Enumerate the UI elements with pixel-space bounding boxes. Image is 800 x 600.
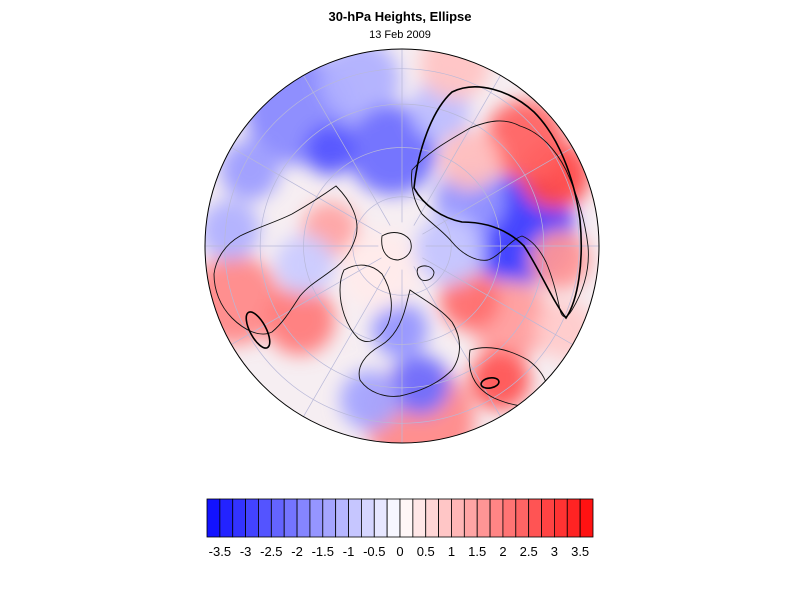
colorbar-box <box>554 498 568 538</box>
coastline-europe <box>358 289 460 397</box>
colorbar-box <box>335 498 349 538</box>
meridian-line <box>413 75 501 226</box>
colorbar-tick-label: -1 <box>343 544 355 559</box>
anomaly-region <box>485 100 565 180</box>
colorbar-boxes <box>206 498 594 538</box>
colorbar-box <box>528 498 542 538</box>
anomaly-region <box>340 370 400 430</box>
colorbar-box <box>438 498 452 538</box>
colorbar-box <box>219 498 234 538</box>
colorbar-box <box>322 498 337 538</box>
colorbar-tick-label: 2 <box>499 544 506 559</box>
anomaly-region <box>530 230 590 290</box>
meridian-line <box>303 75 391 226</box>
colorbar-box <box>373 498 388 538</box>
colorbar-tick-labels: -3.5 -3 -2.5 -2 -1.5 -1 -0.5 0 0.5 1 1.5 2 2.5 3 3.5 <box>209 544 590 559</box>
ellipse-southeast <box>480 377 500 389</box>
colorbar-box <box>296 498 311 538</box>
colorbar-box <box>206 498 221 538</box>
colorbar-tick-label: 3 <box>551 544 558 559</box>
colorbar-tick-label: 1.5 <box>468 544 486 559</box>
anomaly-region <box>205 200 260 260</box>
colorbar-tick-label: 0.5 <box>417 544 435 559</box>
colorbar-box <box>566 498 581 538</box>
anomaly-region <box>415 215 485 285</box>
colorbar-box <box>386 498 401 538</box>
coastline-north-america <box>213 185 358 335</box>
colorbar-tick-label: -1.5 <box>312 544 334 559</box>
colorbar-box <box>270 498 285 538</box>
colorbar-box <box>348 498 362 538</box>
chart-date: 13 Feb 2009 <box>369 29 431 41</box>
polar-map <box>204 48 600 444</box>
ellipse-main <box>413 86 583 320</box>
colorbar-box <box>515 498 530 538</box>
colorbar-box <box>502 498 517 538</box>
colorbar-tick-label: 1 <box>448 544 455 559</box>
colorbar-box <box>541 498 555 538</box>
ellipse-west <box>245 311 271 349</box>
colorbar-box <box>258 498 272 538</box>
colorbar-tick-label: -2.5 <box>260 544 282 559</box>
colorbar-box <box>232 498 247 538</box>
vortex-ellipses <box>245 86 583 389</box>
anomaly-region <box>420 49 490 100</box>
coastline-svalbard <box>416 265 435 281</box>
anomaly-region <box>440 130 500 190</box>
colorbar-tick-label: -3 <box>240 544 252 559</box>
coastlines <box>213 120 589 407</box>
anomaly-field <box>205 49 595 443</box>
colorbar-tick-label: -2 <box>291 544 303 559</box>
colorbar-box <box>451 498 465 538</box>
anomaly-region <box>265 285 335 355</box>
coastline-eurasia <box>411 120 589 318</box>
colorbar-box <box>489 498 504 538</box>
map-outline <box>204 48 600 444</box>
colorbar-box <box>309 498 324 538</box>
anomaly-region <box>390 355 450 415</box>
colorbar-box <box>579 498 594 538</box>
anomaly-region <box>305 125 355 175</box>
meridian-line <box>413 266 501 417</box>
colorbar-box <box>245 498 259 538</box>
meridian-line <box>303 266 391 417</box>
colorbar-box <box>463 498 478 538</box>
colorbar-box <box>399 498 414 538</box>
colorbar-box <box>283 498 298 538</box>
anomaly-region <box>320 49 400 120</box>
anomaly-region <box>220 140 280 200</box>
anomaly-region <box>347 105 437 195</box>
colorbar-tick-label: 0 <box>396 544 403 559</box>
colorbar-box <box>476 498 491 538</box>
colorbar-box <box>360 498 375 538</box>
meridian-line <box>422 147 573 235</box>
colorbar-tick-label: -0.5 <box>363 544 385 559</box>
colorbar-tick-label: -3.5 <box>209 544 231 559</box>
coastline-arctic-islands <box>381 232 412 261</box>
meridian-line <box>422 257 573 345</box>
colorbar-box <box>412 498 427 538</box>
colorbar-tick-label: 2.5 <box>520 544 538 559</box>
anomaly-region <box>470 350 530 410</box>
meridian-line <box>231 257 382 345</box>
coastline-greenland <box>339 264 392 342</box>
colorbar-box <box>425 498 440 538</box>
chart-title: 30-hPa Heights, Ellipse <box>328 9 472 24</box>
anomaly-region <box>440 270 500 330</box>
anomaly-region <box>340 230 420 310</box>
colorbar-tick-label: 3.5 <box>571 544 589 559</box>
